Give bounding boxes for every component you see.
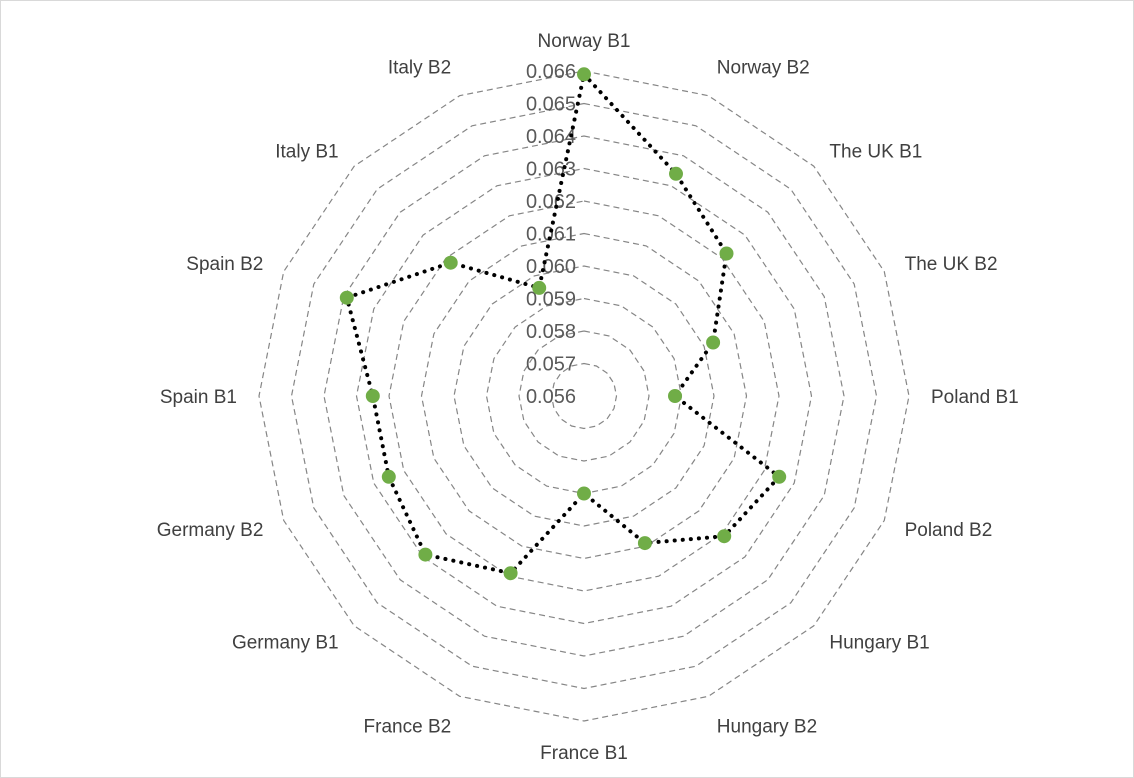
category-label: Norway B1 — [538, 31, 631, 52]
category-label: Hungary B1 — [829, 632, 929, 653]
radial-tick-label: 0.058 — [526, 321, 576, 343]
grid-ring — [453, 265, 715, 527]
radial-tick-label: 0.063 — [526, 159, 576, 181]
grid-ring — [518, 330, 650, 462]
data-point-15 — [443, 255, 458, 270]
category-label: Poland B2 — [905, 520, 993, 541]
series-line — [344, 72, 782, 576]
category-label: The UK B1 — [829, 142, 922, 163]
category-labels: Norway B1 Norway B2 The UK B1 The UK B2 Pola… — [157, 31, 1019, 764]
data-point-7 — [717, 529, 732, 544]
radial-tick-label: 0.062 — [526, 191, 576, 213]
data-point-2 — [669, 166, 683, 181]
category-label: The UK B2 — [905, 254, 998, 275]
data-point-9 — [577, 486, 591, 501]
radial-tick-label: 0.064 — [526, 126, 576, 148]
grid-ring — [258, 70, 910, 722]
category-label: France B2 — [364, 717, 452, 738]
radial-tick-label: 0.056 — [526, 386, 576, 408]
category-label: Spain B1 — [160, 387, 237, 408]
category-label: Hungary B2 — [717, 717, 817, 738]
grid-ring — [550, 362, 618, 430]
data-point-10 — [503, 566, 518, 581]
data-point-3 — [719, 246, 734, 261]
data-point-14 — [339, 290, 354, 305]
category-label: Italy B2 — [388, 57, 451, 78]
data-point-11 — [418, 547, 433, 562]
grid-ring — [355, 167, 813, 625]
category-label: Norway B2 — [717, 57, 810, 78]
data-point-8 — [637, 536, 652, 551]
data-point-13 — [365, 389, 380, 403]
grid-ring — [420, 232, 748, 560]
category-label: Italy B1 — [275, 142, 338, 163]
radial-tick-labels: 0.0560.0570.0580.0590.0600.0610.0620.063… — [526, 61, 576, 408]
series-layer — [339, 67, 787, 581]
radial-tick-label: 0.065 — [526, 94, 576, 116]
grid-ring — [388, 200, 780, 592]
radial-tick-label: 0.061 — [526, 224, 576, 246]
radial-tick-label: 0.066 — [526, 61, 576, 83]
data-point-4 — [706, 335, 721, 350]
grid-ring — [323, 135, 845, 657]
data-point-12 — [381, 469, 396, 484]
grid-ring — [290, 102, 878, 690]
data-point-1 — [577, 67, 591, 82]
grid-ring — [485, 297, 683, 495]
data-point-16 — [532, 280, 547, 295]
radial-tick-label: 0.060 — [526, 256, 576, 278]
category-label: Germany B1 — [232, 632, 339, 653]
data-point-5 — [668, 389, 682, 403]
category-label: France B1 — [540, 743, 628, 764]
grid-layer — [258, 70, 910, 722]
category-label: Germany B2 — [157, 520, 264, 541]
data-point-6 — [772, 469, 787, 484]
category-label: Spain B2 — [186, 254, 263, 275]
category-label: Poland B1 — [931, 387, 1019, 408]
radial-tick-label: 0.057 — [526, 354, 576, 376]
